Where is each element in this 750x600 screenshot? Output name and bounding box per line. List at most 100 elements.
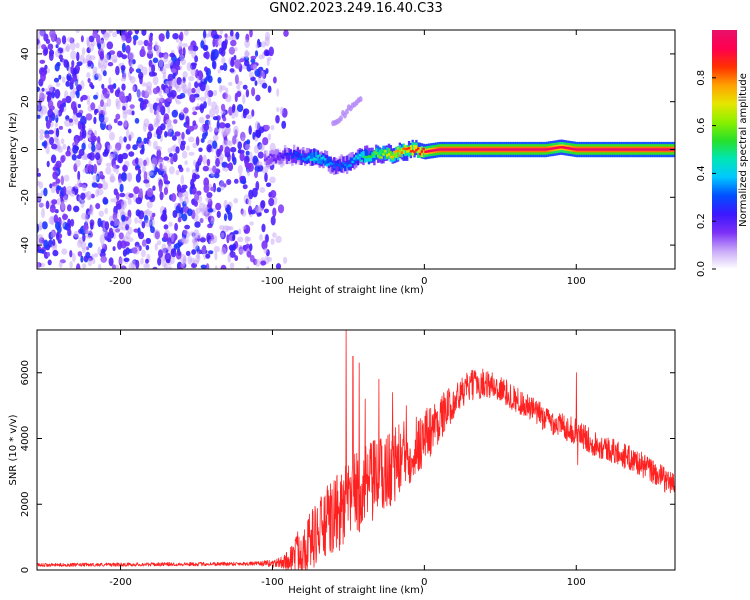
spectrogram-noise-cell (137, 64, 144, 70)
spectrogram-noise-cell (157, 257, 162, 266)
spectrogram-x-ticks: -200 -100 0 100 (109, 30, 586, 287)
spectrogram-ridge-cell (331, 161, 334, 173)
spectrogram-noise-cell (220, 110, 226, 115)
spectrogram-y-tick-label: 20 (20, 95, 31, 108)
spectrogram-ridge-cell (446, 148, 449, 151)
spectrogram-ridge-cell (305, 157, 309, 163)
spectrogram-noise-cell (50, 32, 56, 43)
spectrogram-ridge-cell (294, 151, 298, 155)
spectrogram-noise-cell (56, 61, 61, 67)
spectrogram-noise-cell (176, 45, 182, 50)
spectrogram-noise-cell (163, 173, 168, 184)
spectrogram-noise-cell (129, 76, 136, 84)
spectrogram-ridge-cell (349, 164, 352, 167)
spectrogram-ridge-cell (309, 153, 312, 159)
spectrogram-noise-cell (177, 251, 182, 256)
spectrogram-noise-cell (263, 247, 268, 254)
spectrogram-noise-cell (135, 259, 140, 269)
spectrogram-noise-cell (158, 33, 165, 42)
spectrogram-ridge-cell (491, 148, 495, 151)
spectrogram-noise-cell (243, 108, 250, 115)
spectrogram-noise-cell (212, 140, 218, 149)
spectrogram-ridge-cell (606, 148, 609, 151)
spectrogram-noise-cell (257, 151, 264, 159)
spectrogram-noise-cell (128, 51, 135, 61)
spectrogram-noise-cell (251, 109, 255, 117)
spectrogram-noise-cell (40, 71, 46, 82)
spectrogram-noise-cell (279, 106, 284, 115)
spectrogram-noise-cell (87, 153, 93, 160)
spectrogram-noise-cell (176, 85, 182, 93)
spectrogram-noise-cell (102, 181, 108, 190)
spectrogram-noise-cell (175, 205, 181, 214)
spectrogram-noise-cell (97, 62, 102, 69)
spectrogram-noise-cell (44, 88, 48, 93)
spectrogram-noise-cell (255, 43, 259, 49)
spectrogram-ridge-cell (542, 148, 546, 151)
spectrogram-ridge-cell (533, 148, 536, 151)
spectrogram-noise-cell (47, 259, 52, 266)
spectrogram-noise-cell (107, 238, 112, 243)
spectrogram-ridge-cell (289, 152, 292, 155)
spectrogram-noise-cell (97, 104, 102, 114)
spectrogram-noise-cell (213, 127, 219, 132)
spectrogram-ridge-cell (457, 148, 460, 151)
spectrogram-noise-cell (111, 54, 118, 63)
spectrogram-noise-cell (215, 157, 220, 167)
spectrogram-ridge-cell (291, 153, 294, 159)
spectrogram-noise-cell (166, 122, 173, 133)
spectrogram-noise-cell (179, 54, 185, 62)
spectrogram-noise-cell (161, 67, 167, 75)
spectrogram-ridge-cell (639, 148, 642, 151)
spectrogram-noise-cell (135, 197, 143, 205)
spectrogram-noise-cell (237, 141, 242, 150)
spectrogram-noise-cell (276, 107, 280, 112)
snr-y-tick-label: 4000 (20, 426, 31, 451)
spectrogram-noise-cell (223, 213, 228, 222)
spectrogram-noise-cell (146, 263, 150, 269)
spectrogram-noise-cell (90, 132, 95, 142)
spectrogram-ridge-cell (504, 148, 507, 151)
spectrogram-noise-cell (125, 44, 131, 54)
spectrogram-noise-cell (102, 198, 109, 205)
spectrogram-noise-cell (194, 193, 200, 201)
spectrogram-noise-cell (56, 37, 62, 45)
spectrogram-noise-cell (115, 98, 119, 107)
spectrogram-noise-cell (86, 72, 91, 79)
spectrogram-ridge-cell (544, 148, 547, 151)
spectrogram-ridge-cell (340, 166, 343, 170)
spectrogram-ridge-cell (336, 160, 340, 172)
spectrogram-noise-cell (84, 214, 89, 225)
spectrogram-noise-cell (119, 257, 124, 265)
spectrogram-ridge-cell (358, 153, 361, 157)
spectrogram-noise-cell (89, 55, 96, 61)
spectrogram-noise-cell (112, 148, 120, 155)
spectrogram-noise-cell (81, 47, 86, 56)
spectrogram-ridge-cell (387, 153, 391, 156)
spectrogram-noise-cell (283, 30, 289, 37)
spectrogram-ridge-cell (624, 148, 628, 151)
spectrogram-noise-cell (47, 109, 54, 118)
spectrogram-ridge-cell (309, 158, 312, 161)
spectrogram-ridge-cell (515, 148, 518, 151)
spectrogram-noise-cell (166, 259, 171, 264)
spectrogram-noise-cell (55, 127, 60, 138)
spectrogram-noise-cell (254, 170, 258, 179)
spectrogram-noise-cell (55, 138, 60, 144)
spectrogram-noise-cell (48, 129, 54, 135)
spectrogram-noise-cell (187, 125, 195, 132)
spectrogram-noise-cell (212, 165, 217, 173)
spectrogram-noise-cell (232, 243, 237, 251)
spectrogram-noise-cell (52, 239, 56, 246)
spectrogram-noise-cell (133, 186, 140, 195)
spectrogram-noise-cell (122, 105, 126, 111)
spectrogram-noise-cell (74, 138, 79, 146)
spectrogram-noise-cell (108, 30, 113, 34)
spectrogram-ridge-cell (655, 148, 659, 151)
spectrogram-y-tick-label: 40 (20, 48, 31, 61)
spectrogram-ridge-cell (351, 157, 354, 164)
spectrogram-ridge-cell (582, 148, 586, 151)
spectrogram-ridge-cell (571, 147, 575, 151)
spectrogram-noise-cell (244, 160, 249, 168)
spectrogram-noise-cell (116, 50, 123, 58)
